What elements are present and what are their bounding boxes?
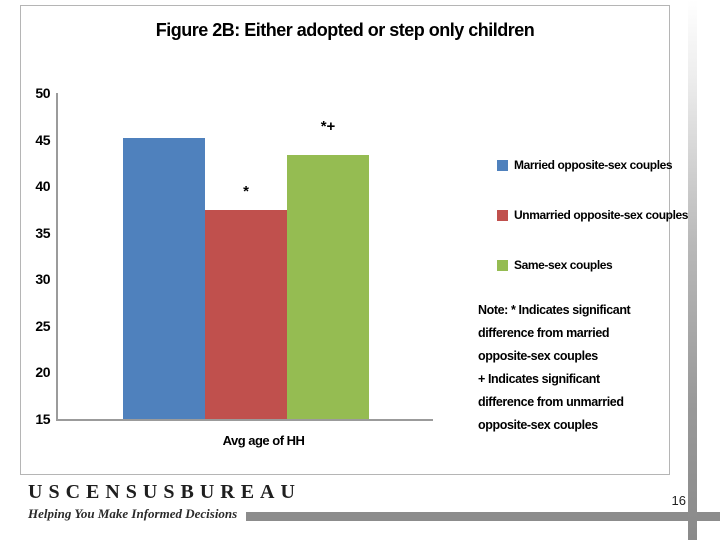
census-bureau-tagline: Helping You Make Informed Decisions [28,506,238,521]
plot-area: 15 20 25 30 35 40 45 50 * *+ [35,85,433,427]
legend-label: Married opposite-sex couples [514,158,673,172]
chart-title: Figure 2B: Either adopted or step only c… [155,20,535,40]
y-axis-tick-label: 30 [35,271,50,288]
legend-swatch-icon [497,159,508,171]
footer-horizontal-bar [246,512,720,521]
legend-swatch-icon [497,209,508,221]
chart-frame: Figure 2B: Either adopted or step only c… [20,5,688,475]
note-line: opposite-sex couples [478,418,598,432]
legend-item: Same-sex couples [497,258,688,272]
right-vertical-bar [688,0,697,540]
chart-note: Note: * Indicates significant difference … [478,299,638,437]
chart-legend: Married opposite-sex couples Unmarried op… [497,158,688,308]
bar-same-sex [287,155,369,419]
bar-unmarried [205,210,287,419]
legend-label: Same-sex couples [514,258,613,272]
y-axis-tick-label: 20 [35,364,50,381]
note-line: difference from married [478,326,610,340]
legend-item: Unmarried opposite-sex couples [497,208,688,222]
legend-item: Married opposite-sex couples [497,158,688,172]
y-axis-tick-label: 35 [35,224,50,241]
y-axis-tick-label: 15 [35,411,50,427]
page-number: 16 [671,493,686,508]
y-axis-tick-label: 45 [35,131,50,148]
legend-swatch-icon [497,259,508,271]
note-line: opposite-sex couples [478,349,598,363]
significance-annotation: * [243,183,249,201]
note-line: difference from unmarried [478,395,624,409]
note-line: Note: * Indicates significant [478,303,631,317]
significance-annotation: *+ [320,118,336,136]
census-bureau-logo: USCENSUSBUREAU [28,481,301,503]
y-axis-tick-label: 25 [35,317,50,334]
x-axis-label: Avg age of HH [222,433,305,448]
note-line: + Indicates significant [478,372,600,386]
y-axis-tick-label: 50 [35,85,50,101]
legend-label: Unmarried opposite-sex couples [514,208,689,222]
bar-married [123,137,205,419]
y-axis-tick-label: 40 [35,178,50,195]
